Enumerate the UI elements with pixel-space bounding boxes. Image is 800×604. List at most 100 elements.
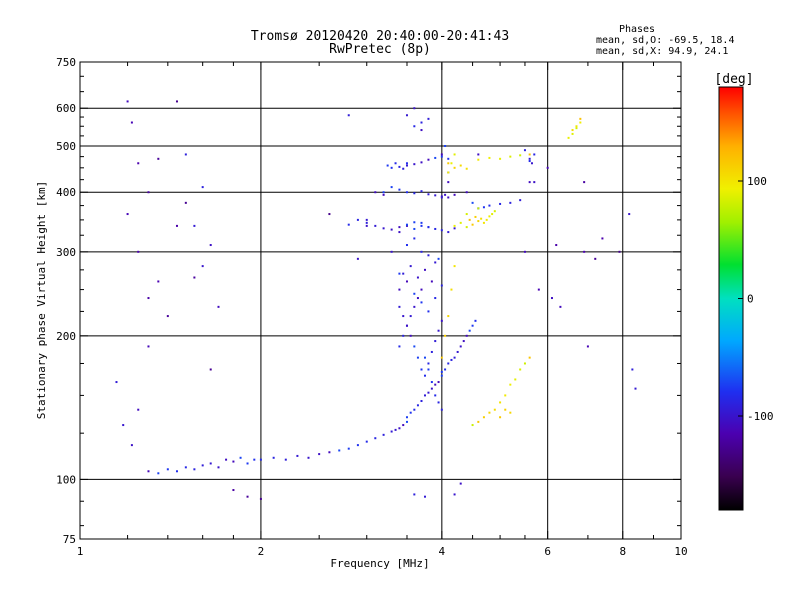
- data-point: [374, 437, 377, 440]
- data-point: [405, 244, 408, 247]
- data-point: [471, 223, 474, 226]
- data-point: [440, 374, 443, 377]
- data-point: [444, 334, 447, 337]
- data-point: [390, 166, 393, 169]
- x-tick-label: 1: [77, 545, 84, 558]
- data-point: [246, 462, 249, 465]
- data-point: [477, 420, 480, 423]
- data-point: [444, 368, 447, 371]
- data-point: [390, 250, 393, 253]
- data-point: [523, 149, 526, 152]
- data-point: [175, 470, 178, 473]
- data-point: [427, 368, 430, 371]
- data-point: [420, 250, 423, 253]
- data-point: [416, 356, 419, 359]
- data-point: [430, 381, 433, 384]
- data-point: [447, 171, 450, 174]
- colorbar-ticks: 100 0 -100: [738, 175, 774, 423]
- data-point: [130, 444, 133, 447]
- data-point: [488, 156, 491, 159]
- data-point: [459, 164, 462, 167]
- data-point: [420, 121, 423, 124]
- data-point: [579, 117, 582, 120]
- data-point: [398, 226, 401, 229]
- data-point: [420, 224, 423, 227]
- data-point: [519, 368, 522, 371]
- data-point: [453, 166, 456, 169]
- data-point: [272, 456, 275, 459]
- data-point: [601, 237, 604, 240]
- data-point: [465, 167, 468, 170]
- data-point: [382, 193, 385, 196]
- colorbar-tick-label: 100: [747, 175, 767, 188]
- data-point: [528, 157, 531, 160]
- data-point: [440, 284, 443, 287]
- data-point: [296, 454, 299, 457]
- chart-title-line2: RwPretec (8p): [329, 42, 431, 57]
- data-point: [405, 324, 408, 327]
- data-point: [423, 394, 426, 397]
- data-point: [356, 218, 359, 221]
- data-point: [382, 191, 385, 194]
- data-point: [259, 497, 262, 500]
- data-point: [409, 265, 412, 268]
- data-point: [465, 191, 468, 194]
- data-point: [356, 444, 359, 447]
- data-point: [413, 163, 416, 166]
- data-point: [193, 224, 196, 227]
- data-point: [147, 345, 150, 348]
- data-point: [420, 400, 423, 403]
- data-point: [430, 387, 433, 390]
- data-point: [450, 358, 453, 361]
- data-point: [157, 472, 160, 475]
- data-point: [459, 221, 462, 224]
- data-point: [594, 257, 597, 260]
- data-point: [175, 100, 178, 103]
- data-point: [440, 196, 443, 199]
- data-point: [437, 401, 440, 404]
- data-point: [453, 224, 456, 227]
- data-point: [482, 206, 485, 209]
- data-point: [468, 218, 471, 221]
- data-point: [405, 224, 408, 227]
- data-point: [504, 408, 507, 411]
- data-point: [413, 221, 416, 224]
- data-point: [427, 193, 430, 196]
- data-point: [382, 227, 385, 230]
- data-point: [456, 350, 459, 353]
- data-point: [413, 107, 416, 110]
- data-point: [405, 420, 408, 423]
- data-point: [130, 121, 133, 124]
- data-point: [434, 383, 437, 386]
- data-point: [386, 164, 389, 167]
- data-point: [347, 114, 350, 117]
- colorbar-tick-label: -100: [747, 410, 774, 423]
- data-point: [440, 319, 443, 322]
- data-point: [499, 202, 502, 205]
- data-point: [474, 319, 477, 322]
- data-point: [447, 362, 450, 365]
- y-axis-label: Stationary phase Virtual Height [km]: [35, 181, 48, 419]
- data-point: [416, 276, 419, 279]
- grid-lines: [80, 62, 681, 539]
- data-point: [423, 356, 426, 359]
- data-point: [477, 158, 480, 161]
- data-point: [571, 129, 574, 132]
- colorbar-label: [deg]: [714, 72, 753, 87]
- data-point: [453, 227, 456, 230]
- chart-title-line1: Tromsø 20120420 20:40:00-20:41:43: [251, 29, 509, 44]
- data-point: [175, 224, 178, 227]
- data-point: [444, 193, 447, 196]
- data-point: [440, 195, 443, 198]
- data-point: [618, 250, 621, 253]
- data-point: [499, 157, 502, 160]
- data-point: [575, 127, 578, 130]
- x-axis-ticks: 1 2 4 6 8 10: [77, 62, 688, 558]
- data-point: [485, 218, 488, 221]
- data-point: [423, 495, 426, 498]
- data-point: [465, 334, 468, 337]
- data-point: [427, 362, 430, 365]
- data-point: [409, 315, 412, 318]
- data-point: [509, 411, 512, 414]
